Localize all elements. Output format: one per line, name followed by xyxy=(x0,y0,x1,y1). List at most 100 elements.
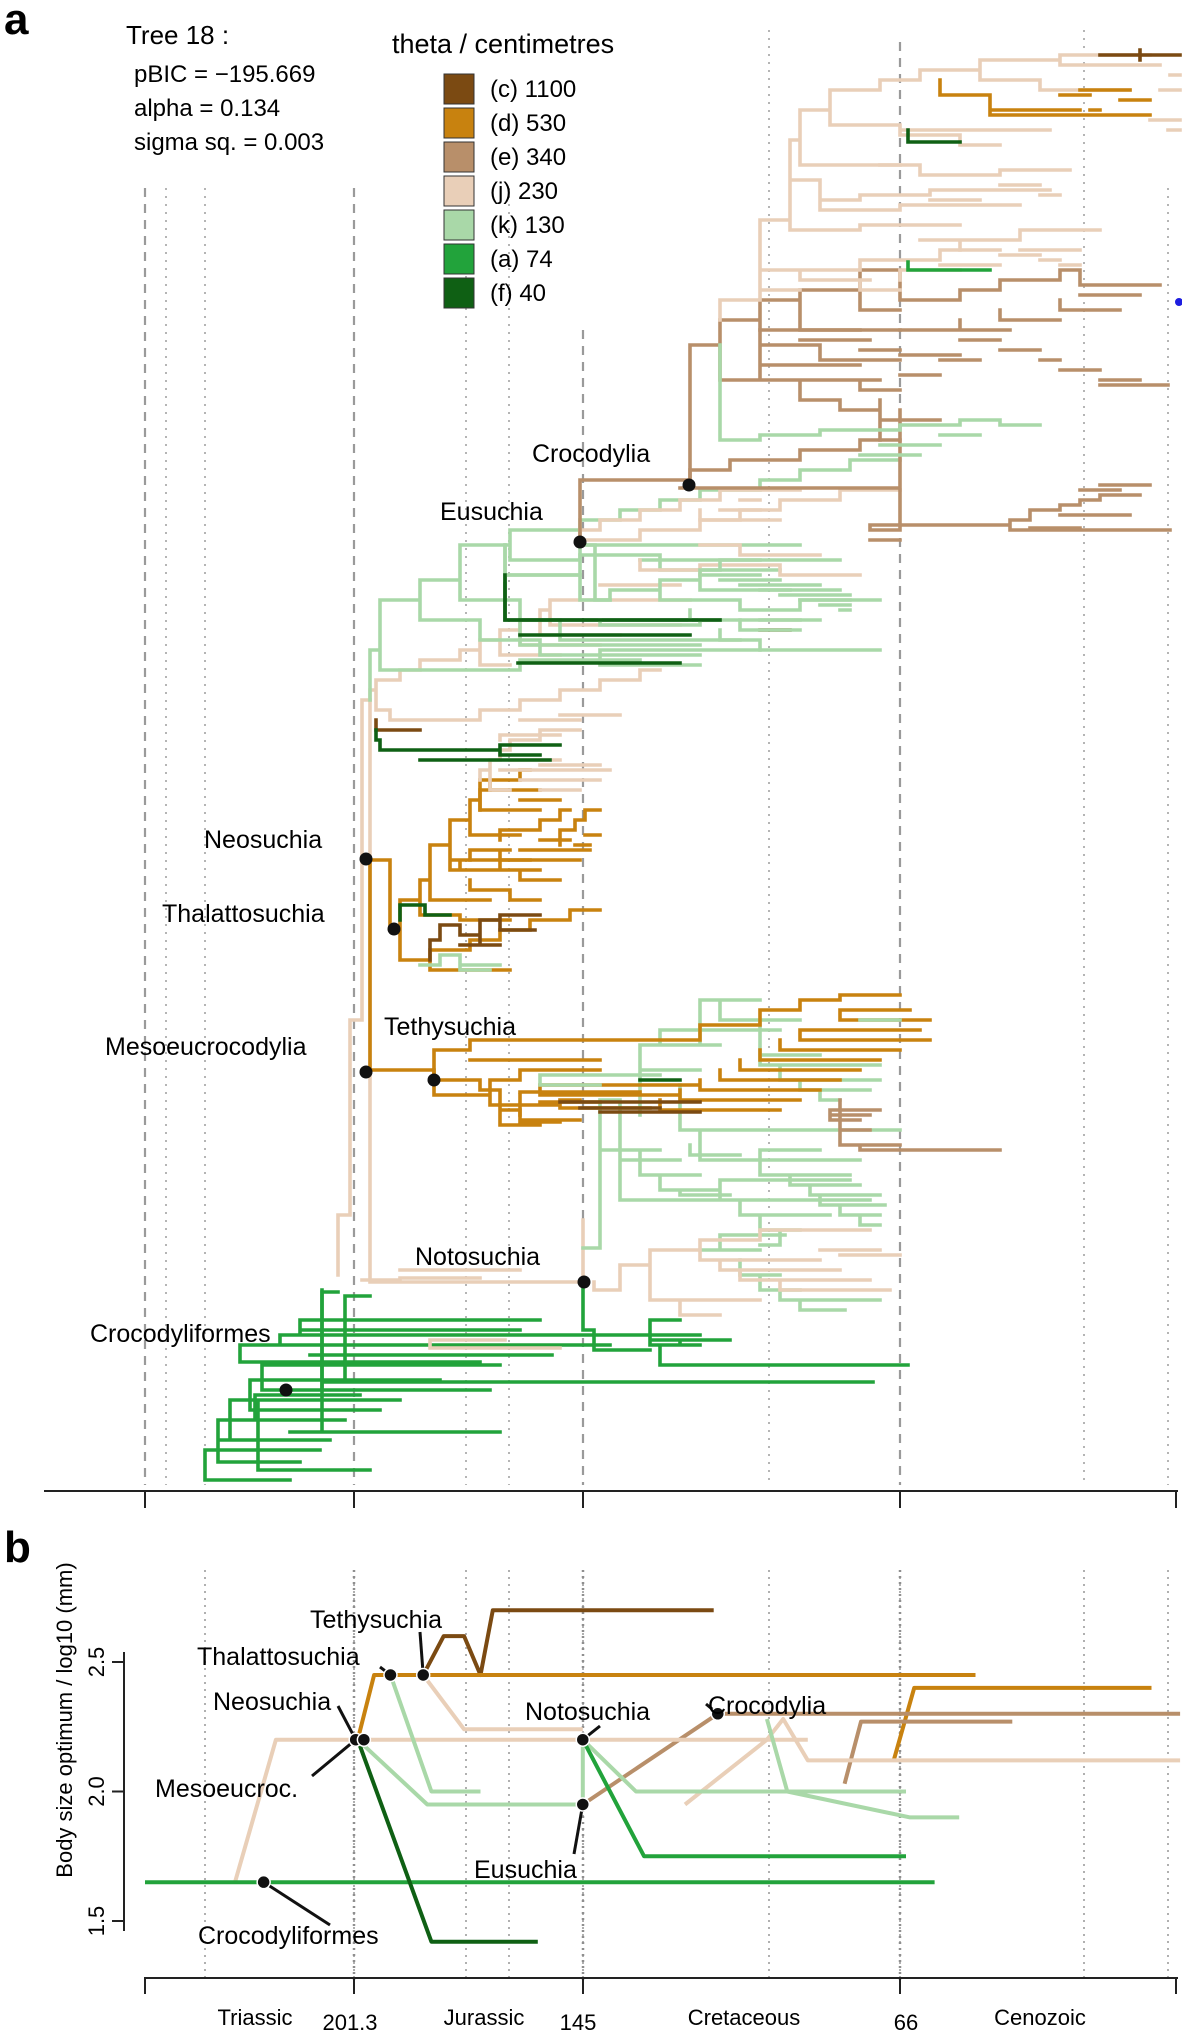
a-branch-18 xyxy=(418,953,502,972)
legend-swatch-6 xyxy=(443,277,475,309)
panel-b-labels: Tethysuchia Thalattosuchia Neosuchia Notosu… xyxy=(155,1606,826,1950)
b-clade-label-4: Crocodylia xyxy=(708,1692,826,1720)
a-branch-6 xyxy=(581,1280,910,1367)
b-node-2 xyxy=(383,1667,398,1683)
a-branch-34 xyxy=(758,328,1170,387)
tree-info: Tree 18 : pBIC = −195.669 alpha = 0.134 … xyxy=(126,20,324,156)
b-ytick-label-0: 1.5 xyxy=(84,1906,109,1937)
clade-label-notosuchia: Notosuchia xyxy=(415,1243,540,1271)
b-node-3 xyxy=(415,1667,431,1683)
a-branch-30 xyxy=(578,488,802,547)
b-series-4 xyxy=(842,1719,1013,1785)
panel-a-nodes xyxy=(279,478,696,1397)
tree-info-title: Tree 18 : xyxy=(126,20,229,50)
panel-a-axis xyxy=(44,1490,1178,1508)
legend-label-4: (k) 130 xyxy=(490,212,565,239)
panel-b-axes: 1.5 2.0 2.5 Triassic Jurassic Cretaceous Cenoz… xyxy=(84,1647,1178,2032)
a-branch-37 xyxy=(878,163,1102,267)
legend-swatch-4 xyxy=(443,209,475,241)
a-node-1 xyxy=(573,535,587,549)
b-leader-5 xyxy=(311,1738,357,1778)
legend-swatch-5 xyxy=(443,243,475,275)
b-node-4 xyxy=(575,1732,591,1747)
a-branch-3 xyxy=(343,1294,372,1382)
clade-label-crocodylia: Crocodylia xyxy=(532,440,650,468)
b-node-6 xyxy=(575,1797,591,1812)
a-branch-7 xyxy=(592,1228,902,1317)
a-branch-4 xyxy=(368,698,585,1284)
a-branch-11 xyxy=(558,1100,702,1114)
a-blue-tip-marker xyxy=(1175,298,1182,306)
a-node-4 xyxy=(427,1073,441,1087)
b-clade-label-1: Thalattosuchia xyxy=(197,1643,360,1671)
legend-label-0: (c) 1100 xyxy=(490,76,576,103)
a-branch-42 xyxy=(1148,73,1182,132)
b-series-12 xyxy=(581,1738,906,1859)
legend-label-6: (f) 40 xyxy=(490,280,546,307)
b-leader-7 xyxy=(262,1880,331,1927)
b-series-7 xyxy=(683,1717,1181,1807)
tree-info-alpha: alpha = 0.134 xyxy=(134,95,280,122)
legend-label-1: (d) 530 xyxy=(490,110,566,137)
legend-swatch-1 xyxy=(443,107,475,139)
legend-label-3: (j) 230 xyxy=(490,178,558,205)
b-clade-label-6: Eusuchia xyxy=(474,1856,577,1884)
a-branch-40 xyxy=(906,128,962,144)
a-node-2 xyxy=(359,852,373,866)
a-branch-39 xyxy=(1098,48,1182,62)
b-clade-label-5: Mesoeucroc. xyxy=(155,1775,298,1803)
b-series-10 xyxy=(764,1718,960,1820)
a-branch-35 xyxy=(718,343,1042,457)
a-branch-0 xyxy=(203,1288,702,1482)
panel-a-clade-labels: Crocodylia Eusuchia Neosuchia Thalattosuchi… xyxy=(90,440,650,1348)
a-node-3 xyxy=(387,922,401,936)
legend-swatch-3 xyxy=(443,175,475,207)
panel-a-guides xyxy=(143,30,1169,1485)
a-branch-28 xyxy=(503,543,882,652)
b-series-5 xyxy=(233,1737,808,1883)
b-boundary-label-1: 145 xyxy=(560,2010,597,2032)
b-period-jurassic: Jurassic xyxy=(444,2005,525,2030)
b-series-0 xyxy=(421,1608,714,1677)
a-branch-17 xyxy=(428,913,542,962)
legend: theta / centimetres (c) 1100 (d) 530 (e) 3… xyxy=(392,29,614,309)
b-period-cenozoic: Cenozoic xyxy=(994,2005,1086,2030)
b-period-cretaceous: Cretaceous xyxy=(688,2005,801,2030)
a-node-6 xyxy=(577,1275,591,1289)
b-boundary-label-0: 201.3 xyxy=(322,2010,377,2032)
a-branch-12 xyxy=(538,1018,902,1087)
panel-a-tree xyxy=(203,48,1182,1482)
b-ytick-label-2: 2.5 xyxy=(84,1647,109,1678)
a-node-5 xyxy=(359,1065,373,1079)
a-branch-16 xyxy=(398,903,452,922)
clade-label-tethysuchia: Tethysuchia xyxy=(384,1013,516,1041)
b-leader-6 xyxy=(572,1804,585,1855)
b-series-8 xyxy=(356,1737,906,1807)
a-branch-22 xyxy=(374,728,562,762)
legend-title: theta / centimetres xyxy=(392,29,614,59)
b-node-7 xyxy=(256,1874,271,1890)
a-branch-9 xyxy=(368,993,932,1117)
b-clade-label-3: Notosuchia xyxy=(525,1698,650,1726)
b-series-1 xyxy=(355,1673,976,1741)
clade-label-eusuchia: Eusuchia xyxy=(440,498,543,526)
a-branch-8 xyxy=(828,1098,1002,1152)
legend-swatch-0 xyxy=(443,73,475,105)
clade-label-neosuchia: Neosuchia xyxy=(204,826,322,854)
b-node-5 xyxy=(710,1706,726,1722)
clade-label-mesoeucrocodylia: Mesoeucrocodylia xyxy=(105,1033,307,1061)
tree-info-sigma: sigma sq. = 0.003 xyxy=(134,129,324,156)
panel-b-nodes xyxy=(256,1667,726,1890)
a-branch-2 xyxy=(336,698,562,1350)
b-ylabel: Body size optimum / log10 (mm) xyxy=(52,1562,77,1877)
clade-label-thalattosuchia: Thalattosuchia xyxy=(162,900,325,928)
b-boundary-label-2: 66 xyxy=(894,2010,918,2032)
clade-label-crocodyliformes: Crocodyliformes xyxy=(90,1320,271,1348)
a-branch-41 xyxy=(906,260,992,272)
panel-b-letter: b xyxy=(4,1523,31,1572)
a-branch-15 xyxy=(468,788,602,862)
panel-a-letter: a xyxy=(4,0,29,44)
legend-label-5: (a) 74 xyxy=(490,246,553,273)
b-series-9 xyxy=(388,1674,481,1794)
